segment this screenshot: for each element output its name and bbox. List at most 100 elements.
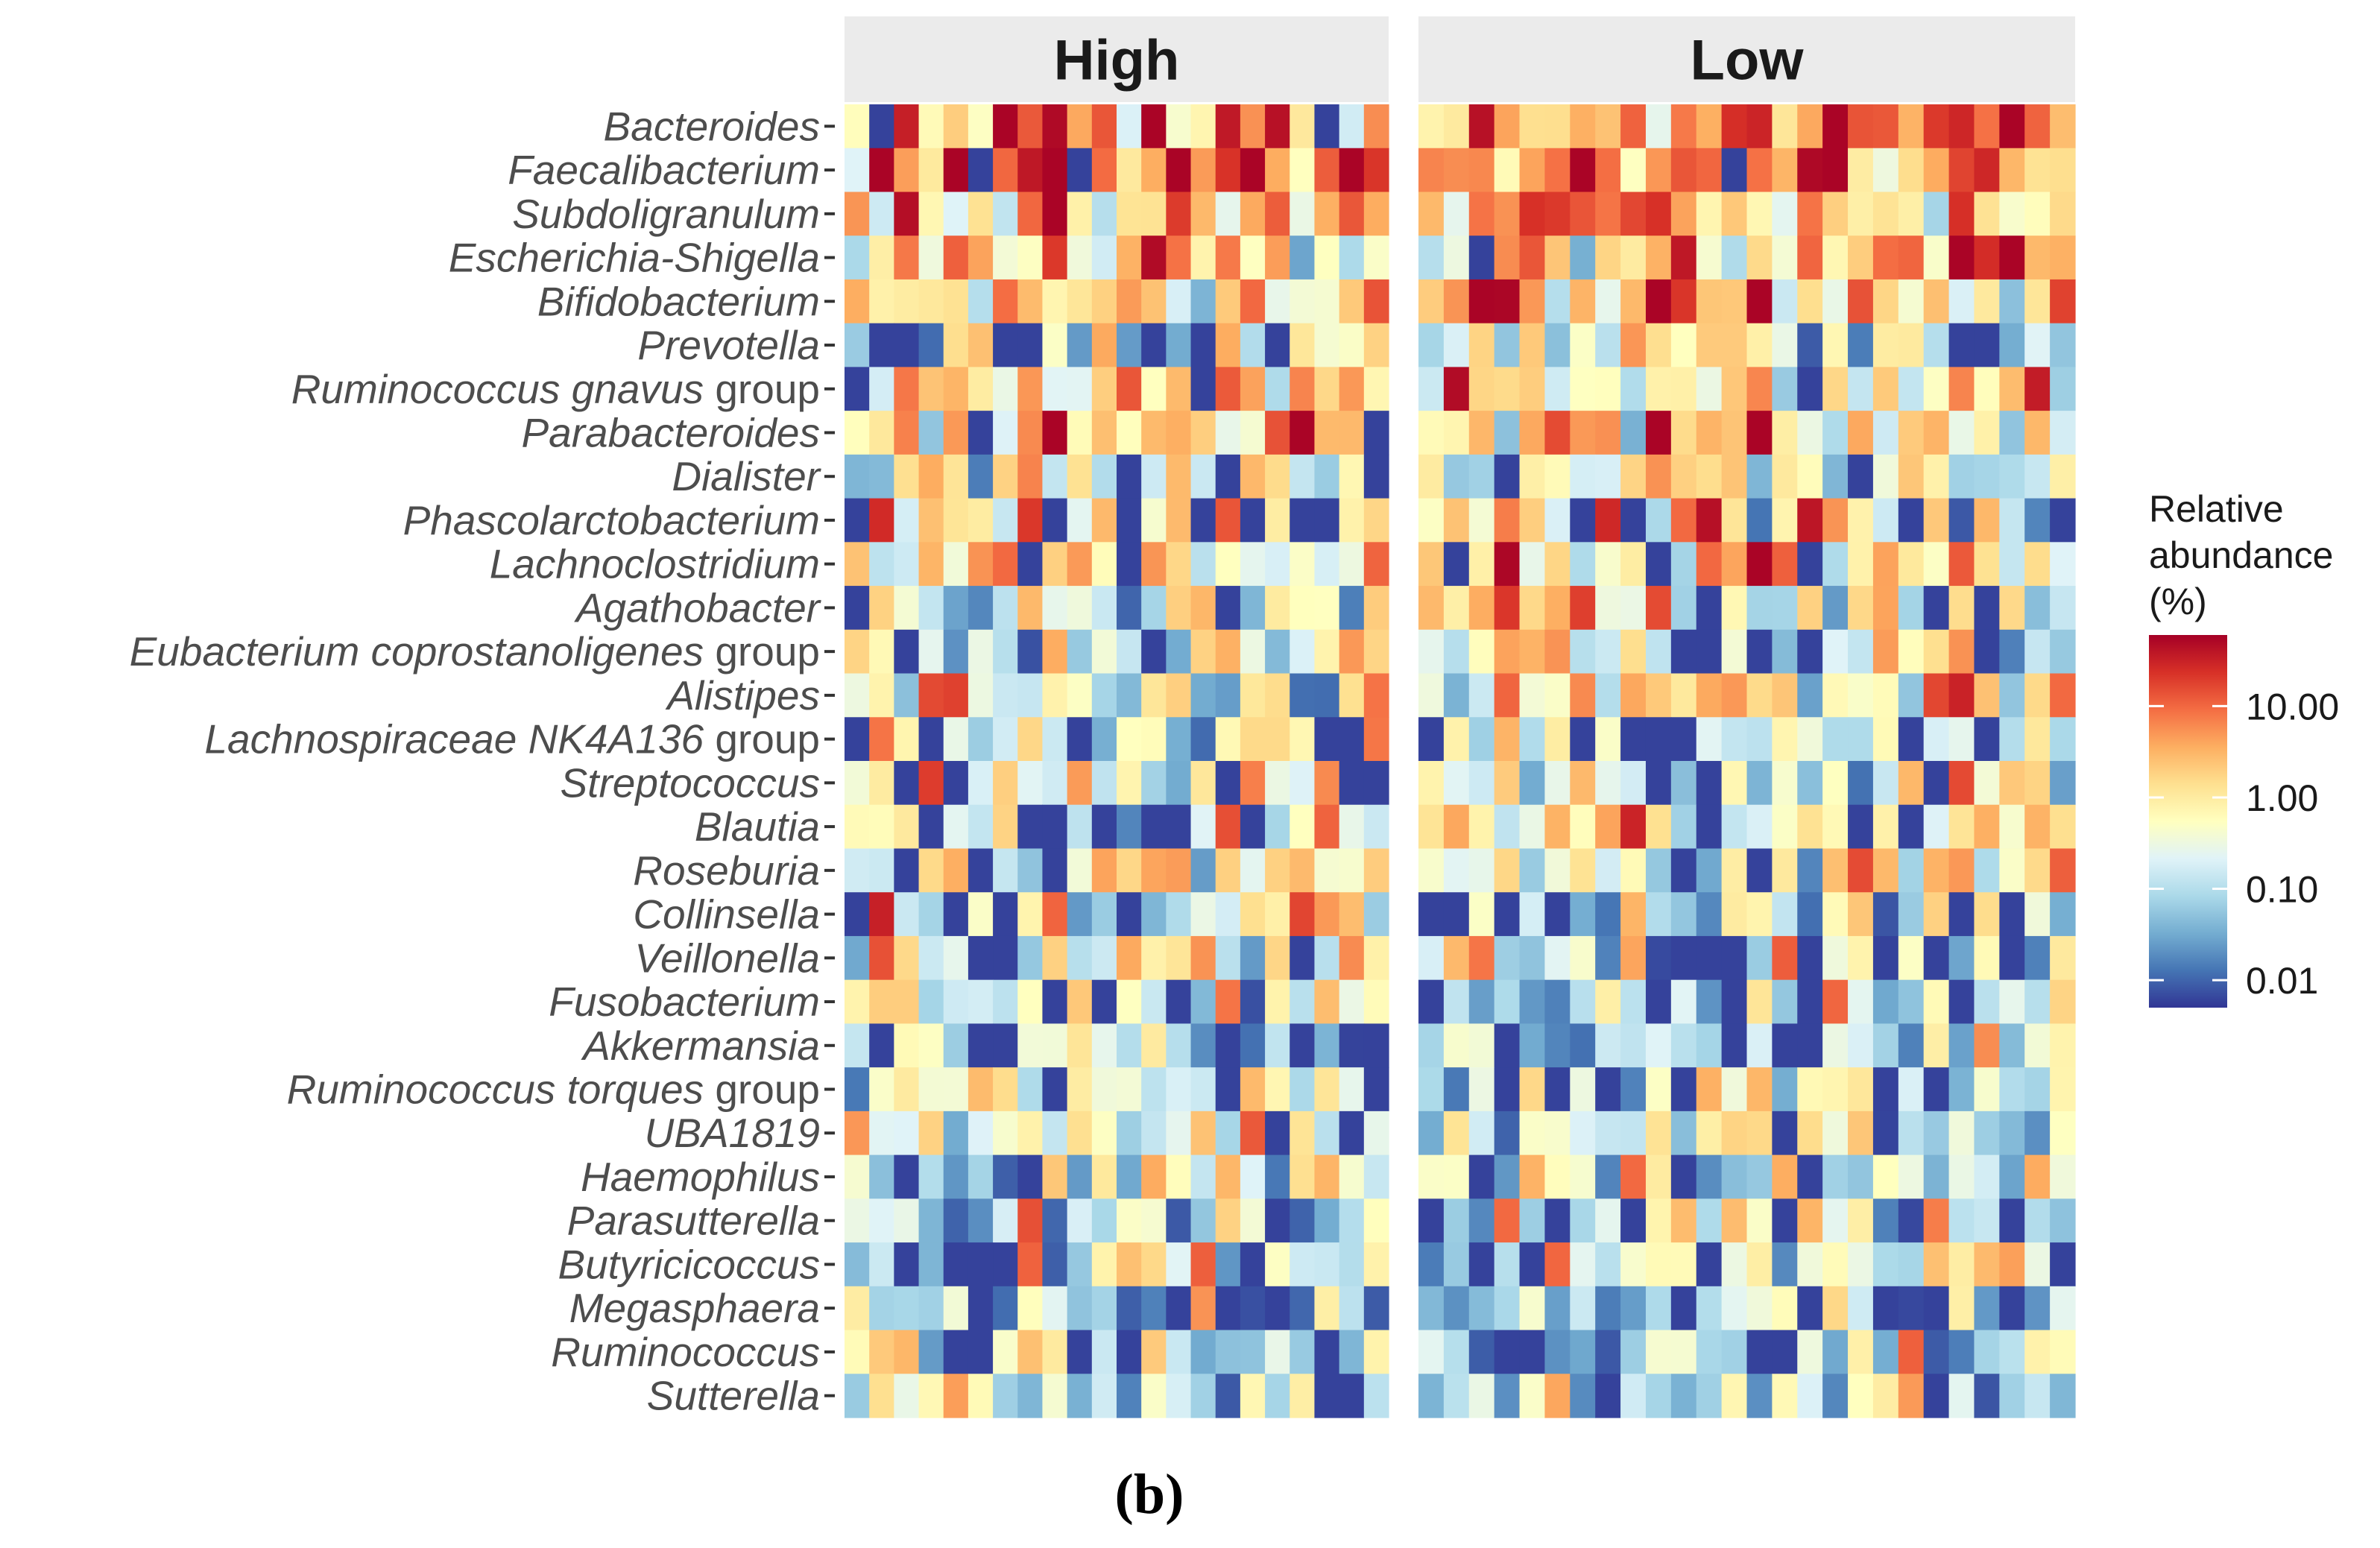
heatmap-cell bbox=[1166, 1111, 1192, 1156]
heatmap-cell bbox=[918, 1242, 944, 1287]
heatmap-cell bbox=[1339, 1154, 1365, 1199]
heatmap-cell bbox=[1595, 1111, 1621, 1156]
heatmap-cell bbox=[1290, 1286, 1316, 1331]
heatmap-cell bbox=[1519, 542, 1546, 587]
heatmap-cell bbox=[1645, 542, 1672, 587]
heatmap-cell bbox=[1595, 804, 1621, 850]
row-label: Faecalibacterium bbox=[508, 147, 820, 193]
heatmap-cell bbox=[869, 804, 894, 850]
heatmap-cell bbox=[1746, 367, 1773, 411]
heatmap-cell bbox=[1290, 367, 1316, 411]
heatmap-cell bbox=[1290, 761, 1316, 806]
heatmap-cell bbox=[1645, 761, 1672, 806]
heatmap-cell bbox=[1215, 1023, 1241, 1068]
heatmap-cell bbox=[1797, 848, 1823, 893]
heatmap-cell bbox=[1418, 542, 1445, 587]
heatmap-cell bbox=[1721, 454, 1748, 499]
heatmap-cell bbox=[1418, 411, 1445, 455]
heatmap-cell bbox=[1696, 236, 1723, 280]
heatmap-cell bbox=[1872, 1242, 1899, 1287]
heatmap-cell bbox=[1067, 1374, 1093, 1418]
heatmap-cell bbox=[1948, 148, 1975, 193]
heatmap-cell bbox=[1848, 498, 1874, 543]
heatmap-cell bbox=[894, 804, 920, 850]
heatmap-cell bbox=[1645, 586, 1672, 631]
heatmap-cell bbox=[1948, 586, 1975, 631]
heatmap-cell bbox=[1595, 236, 1621, 280]
heatmap-cell bbox=[1443, 498, 1470, 543]
heatmap-cell bbox=[1721, 673, 1748, 718]
heatmap-cell bbox=[1141, 673, 1167, 718]
heatmap-cell bbox=[1363, 804, 1389, 850]
heatmap-cell bbox=[1141, 1286, 1167, 1331]
heatmap-cell bbox=[1314, 629, 1340, 675]
heatmap-cell bbox=[2024, 1286, 2051, 1331]
heatmap-cell bbox=[1017, 367, 1044, 411]
row-label: Blautia bbox=[695, 803, 820, 850]
heatmap-cell bbox=[1519, 498, 1546, 543]
heatmap-cell bbox=[2050, 411, 2076, 455]
heatmap-cell bbox=[943, 236, 969, 280]
heatmap-cell bbox=[1141, 1330, 1167, 1374]
heatmap-cell bbox=[1418, 1111, 1445, 1156]
heatmap-cell bbox=[2050, 1154, 2076, 1199]
heatmap-cell bbox=[1363, 717, 1389, 762]
heatmap-cell bbox=[1215, 717, 1241, 762]
heatmap-cell bbox=[1645, 1330, 1672, 1374]
heatmap-cell bbox=[1872, 1330, 1899, 1374]
heatmap-cell bbox=[1190, 761, 1216, 806]
heatmap-cell bbox=[845, 148, 870, 193]
heatmap-cell bbox=[1339, 236, 1365, 280]
heatmap-cell bbox=[1017, 323, 1044, 367]
heatmap-cell bbox=[1696, 542, 1723, 587]
heatmap-cell bbox=[1339, 804, 1365, 850]
heatmap-cell bbox=[1240, 411, 1266, 455]
heatmap-cell bbox=[1339, 1111, 1365, 1156]
heatmap-cell bbox=[1067, 848, 1093, 893]
heatmap-cell bbox=[1117, 935, 1142, 981]
heatmap-cell bbox=[1091, 323, 1117, 367]
heatmap-cell bbox=[1443, 1023, 1470, 1068]
heatmap-cell bbox=[1999, 935, 2025, 981]
heatmap-cell bbox=[1620, 1374, 1647, 1418]
heatmap-cell bbox=[1443, 542, 1470, 587]
heatmap-cell bbox=[845, 1023, 870, 1068]
heatmap-cell bbox=[1265, 323, 1290, 367]
heatmap-cell bbox=[1872, 236, 1899, 280]
heatmap-cell bbox=[1898, 586, 1925, 631]
heatmap-cell bbox=[1872, 323, 1899, 367]
heatmap-cell bbox=[2024, 236, 2051, 280]
heatmap-cell bbox=[968, 1374, 994, 1418]
heatmap-cell bbox=[993, 1198, 1018, 1243]
heatmap-cell bbox=[1696, 717, 1723, 762]
heatmap-cell bbox=[1898, 804, 1925, 850]
heatmap-cell bbox=[1746, 1330, 1773, 1374]
heatmap-cell bbox=[1822, 673, 1849, 718]
heatmap-cell bbox=[1848, 979, 1874, 1024]
heatmap-cell bbox=[1519, 848, 1546, 893]
heatmap-cell bbox=[1670, 1023, 1697, 1068]
heatmap-cell bbox=[943, 148, 969, 193]
heatmap-cell bbox=[1418, 761, 1445, 806]
heatmap-cell bbox=[1772, 761, 1798, 806]
heatmap-cell bbox=[1290, 1023, 1316, 1068]
heatmap-cell bbox=[1067, 279, 1093, 324]
heatmap-cell bbox=[1948, 279, 1975, 324]
heatmap-cell bbox=[1620, 1154, 1647, 1199]
heatmap-cell bbox=[993, 892, 1018, 937]
heatmap-cell bbox=[1923, 148, 1950, 193]
heatmap-cell bbox=[894, 542, 920, 587]
heatmap-cell bbox=[1645, 148, 1672, 193]
heatmap-cell bbox=[1117, 1023, 1142, 1068]
heatmap-cell bbox=[1117, 1198, 1142, 1243]
heatmap-cell bbox=[943, 892, 969, 937]
heatmap-cell bbox=[918, 104, 944, 149]
heatmap-cell bbox=[1772, 1154, 1798, 1199]
heatmap-cell bbox=[1017, 586, 1044, 631]
heatmap-cell bbox=[1746, 542, 1773, 587]
heatmap-cell bbox=[1645, 673, 1672, 718]
heatmap-cell bbox=[1067, 192, 1093, 236]
heatmap-cell bbox=[1265, 935, 1290, 981]
heatmap-cell bbox=[1418, 1023, 1445, 1068]
